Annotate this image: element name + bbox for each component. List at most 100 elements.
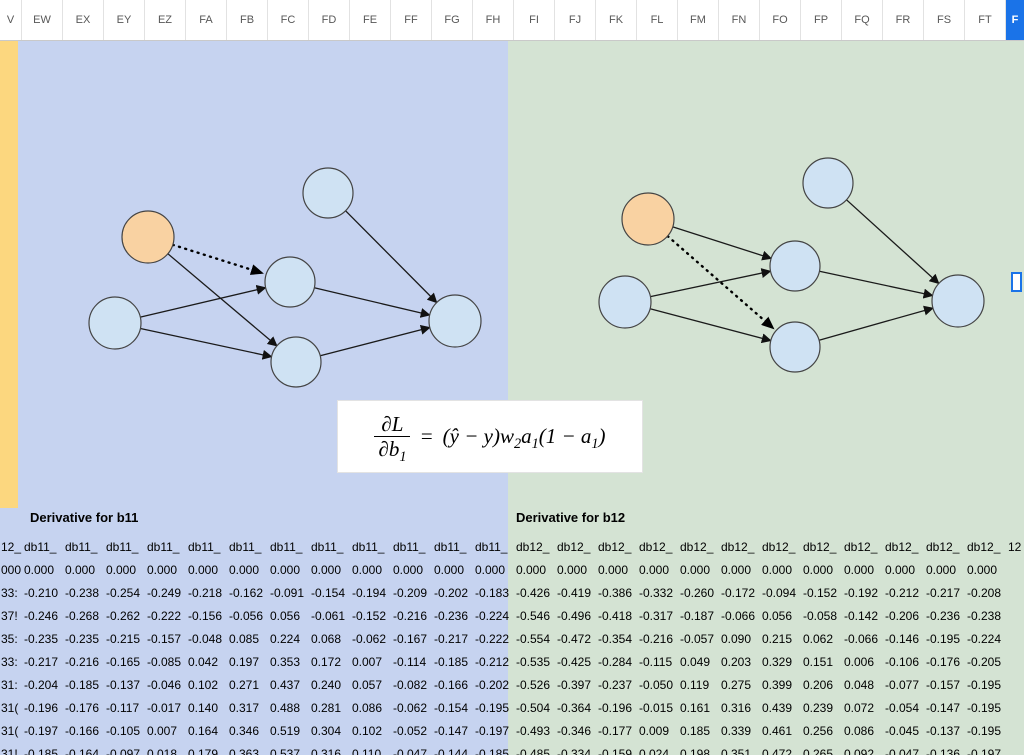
spreadsheet-cell[interactable]: -0.504 xyxy=(516,701,551,715)
column-header[interactable]: FJ xyxy=(555,0,596,40)
spreadsheet-cell[interactable]: -0.546 xyxy=(516,609,551,623)
spreadsheet-cell[interactable]: 0.000 xyxy=(270,563,301,577)
spreadsheet-cell[interactable]: -0.237 xyxy=(598,678,633,692)
spreadsheet-cell[interactable]: 0.164 xyxy=(188,724,219,738)
spreadsheet-cell[interactable]: 0.000 xyxy=(762,563,793,577)
spreadsheet-cell[interactable]: db11_ xyxy=(352,540,385,554)
spreadsheet-cell[interactable]: 0.161 xyxy=(680,701,711,715)
spreadsheet-cell[interactable]: -0.217 xyxy=(434,632,469,646)
spreadsheet-cell[interactable]: -0.202 xyxy=(434,586,469,600)
spreadsheet-cell[interactable]: 0.000 xyxy=(639,563,670,577)
spreadsheet-cell[interactable]: -0.419 xyxy=(557,586,592,600)
spreadsheet-cell[interactable]: 0.317 xyxy=(229,701,260,715)
spreadsheet-cell[interactable]: -0.317 xyxy=(639,609,674,623)
spreadsheet-cell[interactable]: -0.162 xyxy=(229,586,264,600)
hidden-node-mid[interactable] xyxy=(264,256,316,308)
spreadsheet-cell[interactable]: -0.185 xyxy=(65,678,100,692)
column-header[interactable]: EZ xyxy=(145,0,186,40)
spreadsheet-cell[interactable]: db11_ xyxy=(106,540,139,554)
spreadsheet-cell[interactable]: -0.535 xyxy=(516,655,551,669)
spreadsheet-cell[interactable]: 0.239 xyxy=(803,701,834,715)
spreadsheet-cell[interactable]: -0.137 xyxy=(106,678,141,692)
spreadsheet-cell[interactable]: -0.061 xyxy=(311,609,346,623)
spreadsheet-cell[interactable]: -0.354 xyxy=(598,632,633,646)
spreadsheet-cell[interactable]: -0.236 xyxy=(926,609,961,623)
spreadsheet-cell[interactable]: 0.000 xyxy=(352,563,383,577)
spreadsheet-cell[interactable]: 0.439 xyxy=(762,701,793,715)
spreadsheet-cell[interactable]: 0.018 xyxy=(147,747,178,755)
spreadsheet-cell[interactable]: -0.017 xyxy=(147,701,182,715)
spreadsheet-cell[interactable]: -0.197 xyxy=(24,724,59,738)
spreadsheet-cell[interactable]: -0.493 xyxy=(516,724,551,738)
spreadsheet-cell[interactable]: -0.195 xyxy=(967,724,1002,738)
spreadsheet-cell[interactable]: -0.485 xyxy=(516,747,551,755)
spreadsheet-cell[interactable]: 0.353 xyxy=(270,655,301,669)
spreadsheet-cell[interactable]: -0.156 xyxy=(188,609,223,623)
yellow-highlight-strip[interactable] xyxy=(0,41,18,508)
spreadsheet-cell[interactable]: 0.316 xyxy=(311,747,342,755)
spreadsheet-cell[interactable]: db11_ xyxy=(188,540,221,554)
spreadsheet-cell[interactable]: 0.102 xyxy=(188,678,219,692)
spreadsheet-cell[interactable]: 0.000 xyxy=(680,563,711,577)
spreadsheet-cell[interactable]: 0.086 xyxy=(844,724,875,738)
spreadsheet-cell[interactable]: 12_ xyxy=(1,540,22,554)
column-header[interactable]: FP xyxy=(801,0,842,40)
spreadsheet-cell[interactable]: 0.000 xyxy=(967,563,998,577)
spreadsheet-cell[interactable]: -0.172 xyxy=(721,586,756,600)
spreadsheet-cell[interactable]: db12_ xyxy=(721,540,755,554)
spreadsheet-cell[interactable]: 0.042 xyxy=(188,655,219,669)
spreadsheet-cell[interactable]: 0.519 xyxy=(270,724,301,738)
spreadsheet-cell[interactable]: -0.176 xyxy=(65,701,100,715)
column-header[interactable]: FH xyxy=(473,0,514,40)
spreadsheet-cell[interactable]: -0.215 xyxy=(106,632,141,646)
spreadsheet-cell[interactable]: 0.304 xyxy=(311,724,342,738)
hidden-node-bottom[interactable] xyxy=(769,321,821,373)
spreadsheet-cell[interactable]: -0.147 xyxy=(926,701,961,715)
spreadsheet-cell[interactable]: -0.052 xyxy=(393,724,428,738)
spreadsheet-cell[interactable]: -0.082 xyxy=(393,678,428,692)
spreadsheet-cell[interactable]: 33: xyxy=(1,586,18,600)
section-title-b11[interactable]: Derivative for b11 xyxy=(30,510,139,525)
spreadsheet-cell[interactable]: -0.056 xyxy=(229,609,264,623)
spreadsheet-cell[interactable]: db12_ xyxy=(844,540,878,554)
spreadsheet-cell[interactable]: 0.000 xyxy=(475,563,506,577)
spreadsheet-cell[interactable]: db11_ xyxy=(65,540,98,554)
spreadsheet-cell[interactable]: 0.461 xyxy=(762,724,793,738)
spreadsheet-cell[interactable]: 0.000 xyxy=(516,563,547,577)
spreadsheet-cell[interactable]: 0.119 xyxy=(680,678,710,692)
spreadsheet-cell[interactable]: -0.097 xyxy=(106,747,141,755)
spreadsheet-cell[interactable]: 0.110 xyxy=(352,747,382,755)
spreadsheet-cell[interactable]: -0.115 xyxy=(639,655,673,669)
spreadsheet-cell[interactable]: -0.054 xyxy=(885,701,920,715)
spreadsheet-cell[interactable]: -0.147 xyxy=(434,724,469,738)
spreadsheet-cell[interactable]: -0.218 xyxy=(188,586,223,600)
spreadsheet-cell[interactable]: -0.045 xyxy=(885,724,920,738)
spreadsheet-cell[interactable]: -0.185 xyxy=(24,747,59,755)
spreadsheet-cell[interactable]: 0.057 xyxy=(352,678,383,692)
spreadsheet-cell[interactable]: 0.000 xyxy=(393,563,424,577)
spreadsheet-cell[interactable]: -0.144 xyxy=(434,747,469,755)
spreadsheet-cell[interactable]: db12_ xyxy=(803,540,837,554)
spreadsheet-cell[interactable]: 0.000 xyxy=(434,563,465,577)
spreadsheet-cell[interactable]: -0.105 xyxy=(106,724,141,738)
spreadsheet-cell[interactable]: 0.000 xyxy=(311,563,342,577)
spreadsheet-cell[interactable]: -0.048 xyxy=(188,632,223,646)
spreadsheet-cell[interactable]: 0.006 xyxy=(844,655,875,669)
input-node[interactable] xyxy=(88,296,142,350)
spreadsheet-cell[interactable]: 0.007 xyxy=(147,724,178,738)
spreadsheet-cell[interactable]: 0.000 xyxy=(844,563,875,577)
column-header[interactable]: FM xyxy=(678,0,719,40)
spreadsheet-cell[interactable]: 0.049 xyxy=(680,655,711,669)
spreadsheet-cell[interactable]: 0.086 xyxy=(352,701,383,715)
formula-image[interactable]: ∂L ∂b1 = (ŷ − y)w2a1(1 − a1) xyxy=(337,400,643,473)
spreadsheet-cell[interactable]: -0.206 xyxy=(885,609,920,623)
hidden-node-mid[interactable] xyxy=(769,240,821,292)
spreadsheet-cell[interactable]: 0.092 xyxy=(844,747,875,755)
spreadsheet-cell[interactable]: -0.157 xyxy=(147,632,182,646)
hidden-node-top[interactable] xyxy=(802,157,854,209)
spreadsheet-cell[interactable]: 0.090 xyxy=(721,632,752,646)
column-header[interactable]: FG xyxy=(432,0,473,40)
spreadsheet-cell[interactable]: -0.196 xyxy=(24,701,59,715)
spreadsheet-cell[interactable]: db12_ xyxy=(557,540,591,554)
spreadsheet-cell[interactable]: -0.254 xyxy=(106,586,141,600)
